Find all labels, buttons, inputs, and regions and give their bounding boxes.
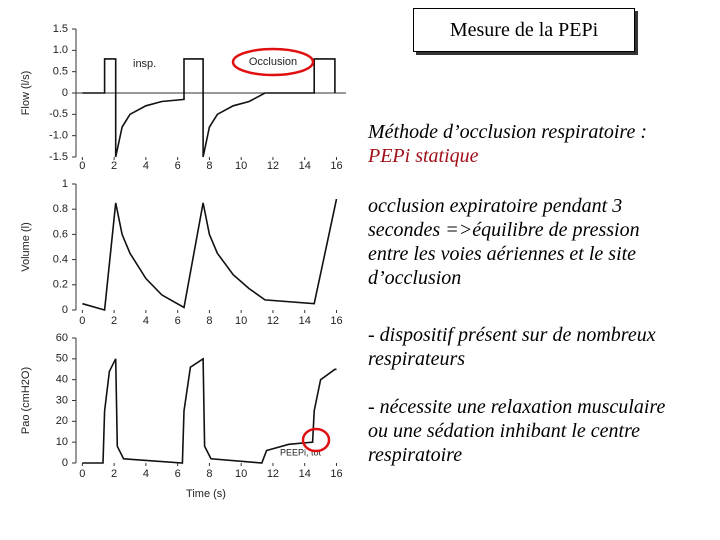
x-tick-label: 10 <box>235 160 247 172</box>
x-tick-label: 16 <box>330 315 342 327</box>
x-tick-label: 4 <box>143 160 149 172</box>
paragraph: Méthode d’occlusion respiratoire : PEPi … <box>368 120 678 168</box>
y-tick-label: -1.0 <box>49 130 68 142</box>
x-tick-label: 0 <box>79 160 85 172</box>
x-tick-label: 8 <box>206 315 212 327</box>
y-tick-label: 0.6 <box>53 228 68 240</box>
x-tick-label: 6 <box>175 160 181 172</box>
y-tick-label: 60 <box>56 332 68 344</box>
x-tick-label: 2 <box>111 315 117 327</box>
x-tick-label: 12 <box>267 315 279 327</box>
y-tick-label: 1 <box>62 178 68 190</box>
waveform <box>82 357 337 464</box>
x-tick-label: 0 <box>79 315 85 327</box>
x-tick-label: 12 <box>267 160 279 172</box>
highlight: PEPi statique <box>368 145 479 167</box>
x-tick-label: 8 <box>206 468 212 480</box>
y-tick-label: 0.2 <box>53 279 68 291</box>
annotation: Occlusion <box>249 56 297 68</box>
y-axis-title: Volume (l) <box>20 222 32 272</box>
x-tick-label: 16 <box>330 468 342 480</box>
y-tick-label: 1.0 <box>53 44 68 56</box>
y-tick-label: 0 <box>62 457 68 469</box>
x-tick-label: 6 <box>175 315 181 327</box>
y-tick-label: 30 <box>56 394 68 406</box>
y-axis-title: Flow (l/s) <box>20 71 32 116</box>
y-tick-label: -1.5 <box>49 151 68 163</box>
x-tick-label: 14 <box>299 315 311 327</box>
x-tick-label: 8 <box>206 160 212 172</box>
waveform <box>82 198 338 312</box>
x-tick-label: 0 <box>79 468 85 480</box>
y-tick-label: 0.8 <box>53 203 68 215</box>
x-tick-label: 14 <box>299 468 311 480</box>
y-tick-label: 1.5 <box>53 23 68 35</box>
y-tick-label: 20 <box>56 415 68 427</box>
waveform <box>82 58 336 158</box>
y-tick-label: 0 <box>62 87 68 99</box>
paragraph: occlusion expiratoire pendant 3 secondes… <box>368 195 640 289</box>
y-tick-label: 0.4 <box>53 254 68 266</box>
y-tick-label: 0 <box>62 304 68 316</box>
text: Méthode d’occlusion respiratoire : <box>368 121 648 143</box>
x-tick-label: 4 <box>143 468 149 480</box>
x-tick-label: 16 <box>330 160 342 172</box>
x-tick-label: 2 <box>111 468 117 480</box>
highlight-circle <box>301 427 331 453</box>
y-tick-label: 40 <box>56 374 68 386</box>
paragraph: - nécessite une relaxation musculaire ou… <box>368 396 666 466</box>
x-tick-label: 10 <box>235 315 247 327</box>
y-tick-label: 0.5 <box>53 66 68 78</box>
x-tick-label: 4 <box>143 315 149 327</box>
x-tick-label: 12 <box>267 468 279 480</box>
y-axis-title: Pao (cmH2O) <box>20 367 32 434</box>
highlight-circle <box>231 47 315 77</box>
y-tick-label: 50 <box>56 353 68 365</box>
slide-title: Mesure de la PEPi <box>413 8 635 52</box>
x-tick-label: 2 <box>111 160 117 172</box>
y-tick-label: 10 <box>56 436 68 448</box>
x-tick-label: 14 <box>299 160 311 172</box>
x-tick-label: 6 <box>175 468 181 480</box>
y-tick-label: -0.5 <box>49 108 68 120</box>
annotation: PEEPi, tot <box>280 447 322 457</box>
x-axis-title: Time (s) <box>186 488 226 500</box>
annotation: insp. <box>133 58 156 70</box>
charts: 1.51.00.50-0.5-1.0-1.50 2 4 6 8 10 12 14 16Flow … <box>20 23 346 500</box>
x-tick-label: 10 <box>235 468 247 480</box>
paragraph: - dispositif présent sur de nombreux res… <box>368 324 656 370</box>
